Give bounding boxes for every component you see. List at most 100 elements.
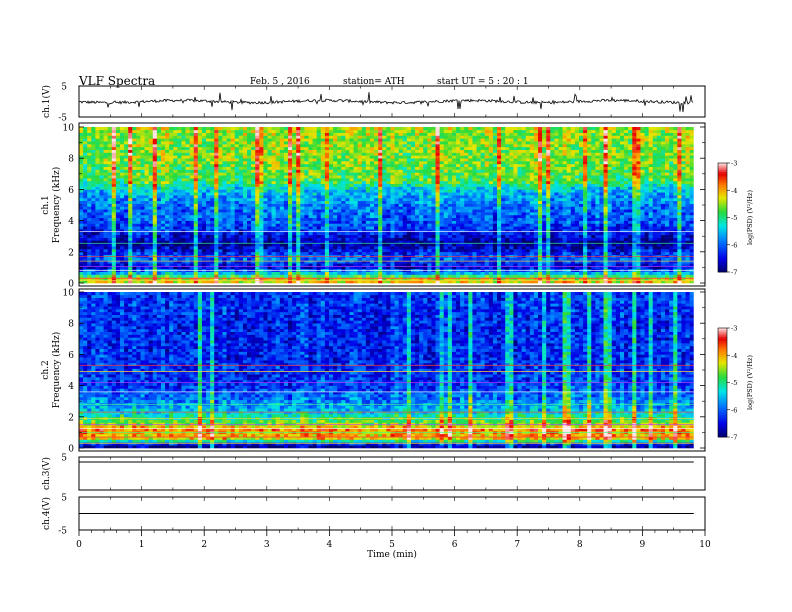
ch1-spectrogram-cell bbox=[345, 265, 350, 270]
ch1-spectrogram-cell bbox=[119, 192, 125, 196]
ch1-spectrogram-cell bbox=[263, 127, 268, 131]
ch1-spectrogram-cell bbox=[144, 263, 149, 267]
ch1-spectrogram-cell bbox=[423, 280, 428, 284]
ch1-spectrogram-cell bbox=[226, 135, 231, 139]
ch1-spectrogram-cell bbox=[300, 226, 305, 230]
ch1-spectrogram-cell bbox=[423, 189, 428, 193]
ch1-spectrogram-cell bbox=[410, 271, 416, 275]
ch1-spectrogram-cell bbox=[259, 209, 264, 213]
ch1-spectrogram-cell bbox=[140, 217, 145, 221]
ch1-spectrogram-cell bbox=[369, 257, 375, 261]
ch1-spectrogram-cell bbox=[144, 186, 149, 190]
ch1-spectrogram-cell bbox=[185, 206, 190, 210]
ch1-spectrogram-cell bbox=[333, 172, 338, 176]
ch1-spectrogram-cell bbox=[333, 229, 338, 233]
ch1-spectrogram-cell bbox=[173, 212, 178, 216]
ch1-spectrogram-cell bbox=[443, 265, 449, 270]
ch1-spectrogram-cell bbox=[361, 189, 367, 193]
ch1-spectrogram-cell bbox=[189, 263, 195, 267]
ch1-spectrogram-cell bbox=[324, 158, 330, 162]
ch1-spectrogram-cell bbox=[304, 209, 309, 213]
ch1-spectrogram-cell bbox=[119, 231, 125, 236]
ch1-spectrogram-cell bbox=[165, 257, 170, 261]
ch1-spectrogram-cell bbox=[275, 277, 281, 281]
ch1-spectrogram-cell bbox=[95, 231, 100, 236]
ch1-spectrogram-cell bbox=[193, 129, 199, 133]
ch1-spectrogram-cell bbox=[349, 246, 354, 250]
ch1-spectrogram-cell bbox=[288, 209, 293, 213]
ch1-spectrogram-cell bbox=[111, 251, 117, 255]
ch1-spectrogram-cell bbox=[365, 217, 371, 221]
ch1-spectrogram-cell bbox=[165, 203, 170, 207]
ch1-spectrogram-cell bbox=[390, 146, 395, 150]
ch1-spectrogram-cell bbox=[103, 248, 108, 253]
ch1-spectrogram-cell bbox=[283, 149, 289, 153]
ch1-spectrogram-cell bbox=[124, 189, 129, 193]
ch1-spectrogram-cell bbox=[304, 271, 309, 275]
ch1-spectrogram-cell bbox=[177, 243, 182, 247]
ch1-spectrogram-cell bbox=[99, 271, 104, 275]
ch1-spectrogram-cell bbox=[259, 251, 264, 255]
ch1-spectrogram-cell bbox=[230, 183, 236, 187]
ch1-spectrogram-cell bbox=[365, 197, 371, 202]
ch1-spectrogram-cell bbox=[300, 280, 305, 284]
ch1-spectrogram-cell bbox=[300, 237, 305, 241]
ch1-spectrogram-cell bbox=[91, 144, 96, 148]
ch1-spectrogram-cell bbox=[165, 214, 170, 219]
ch1-spectrogram-cell bbox=[144, 138, 149, 142]
ch1-spectrogram-cell bbox=[148, 220, 154, 224]
ch1-spectrogram-cell bbox=[443, 260, 449, 264]
ch1-spectrogram-cell bbox=[201, 271, 207, 275]
ch1-spectrogram-cell bbox=[218, 260, 223, 264]
ch1-spectrogram-cell bbox=[357, 144, 363, 148]
ch1-spectrogram-cell bbox=[431, 251, 436, 255]
ch1-spectrogram-cell bbox=[173, 172, 178, 176]
ch1-spectrogram-cell bbox=[300, 223, 305, 227]
ch1-spectrogram-cell bbox=[300, 152, 305, 156]
ch1-spectrogram-cell bbox=[439, 135, 445, 139]
ch1-spectrogram-cell bbox=[247, 280, 252, 284]
ch1-spectrogram-cell bbox=[341, 163, 346, 168]
ch1-spectrogram-cell bbox=[156, 226, 162, 230]
ch1-spectrogram-cell bbox=[128, 231, 133, 236]
ch1-spectrogram-cell bbox=[324, 243, 330, 247]
ch1-spectrogram-cell bbox=[136, 263, 141, 267]
ch1-spectrogram-cell bbox=[423, 217, 428, 221]
ch1-spectrogram-cell bbox=[263, 229, 268, 233]
ch1-spectrogram-cell bbox=[382, 280, 387, 284]
ch1-spectrogram-cell bbox=[361, 138, 367, 142]
ch1-spectrogram-cell bbox=[410, 132, 416, 136]
ch1-spectrogram-cell bbox=[365, 231, 371, 236]
ch1-spectrogram-cell bbox=[152, 280, 158, 284]
ch1-spectrogram-cell bbox=[341, 203, 346, 207]
ch1-spectrogram-cell bbox=[320, 149, 326, 153]
ch1-spectrogram-cell bbox=[369, 271, 375, 275]
ch1-spectrogram-cell bbox=[275, 237, 281, 241]
ch1-spectrogram-cell bbox=[333, 169, 338, 173]
ch1-spectrogram-cell bbox=[226, 152, 231, 156]
ch1-spectrogram-cell bbox=[222, 197, 227, 202]
ch1-spectrogram-cell bbox=[341, 234, 346, 238]
ch1-spectrogram-cell bbox=[152, 129, 158, 133]
ch1-spectrogram-cell bbox=[210, 220, 215, 224]
ch1-spectrogram-cell bbox=[173, 192, 178, 196]
ch1-spectrogram-cell bbox=[160, 231, 166, 236]
ch1-spectrogram-cell bbox=[271, 265, 277, 270]
ch1-spectrogram-cell bbox=[378, 129, 383, 133]
ch1-spectrogram-cell bbox=[394, 163, 399, 168]
ch1-spectrogram-cell bbox=[189, 200, 195, 204]
ch1-spectrogram-cell bbox=[259, 226, 264, 230]
ch1-spectrogram-cell bbox=[189, 234, 195, 238]
ch1-spectrogram-cell bbox=[374, 186, 379, 190]
ch1-spectrogram-cell bbox=[128, 161, 133, 165]
ch1-spectrogram-cell bbox=[328, 248, 334, 253]
ch1-spectrogram-cell bbox=[165, 169, 170, 173]
ch1-spectrogram-cell bbox=[288, 231, 293, 236]
ch1-spectrogram-cell bbox=[398, 135, 404, 139]
ch1-spectrogram-cell bbox=[242, 229, 248, 233]
ch1-spectrogram-cell bbox=[251, 214, 256, 219]
ch1-spectrogram-cell bbox=[300, 206, 305, 210]
ch1-spectrogram-cell bbox=[193, 234, 199, 238]
ch1-spectrogram-cell bbox=[267, 257, 272, 261]
